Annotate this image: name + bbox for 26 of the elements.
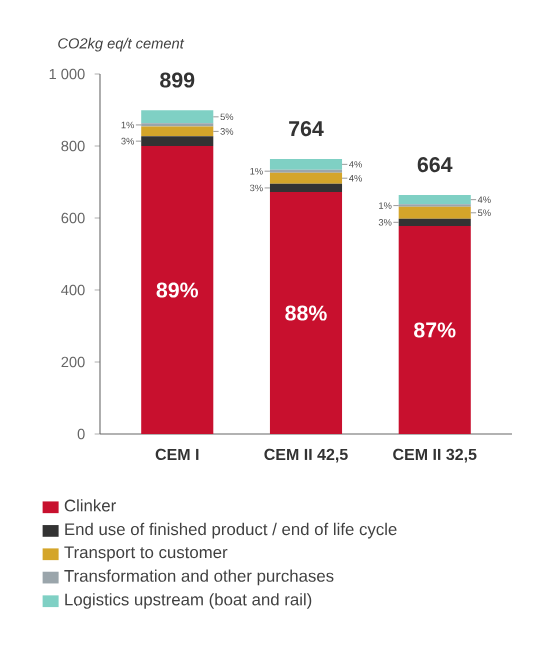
annotation: 87% xyxy=(414,322,456,338)
bar xyxy=(398,218,471,226)
legend-label: End use of finished product / end of life cycle xyxy=(65,522,397,539)
bar xyxy=(269,192,343,434)
legend-label: Logistics upstream (boat and rail) xyxy=(65,593,312,609)
bar xyxy=(141,110,214,124)
legend-label: Transformation and other purchases xyxy=(64,569,334,586)
bar xyxy=(141,126,214,137)
bar xyxy=(398,206,471,219)
total-label: 764 xyxy=(289,121,324,137)
bar xyxy=(269,183,343,193)
bar xyxy=(269,158,343,170)
bar xyxy=(141,136,214,146)
annotation: 89% xyxy=(156,282,199,298)
bar xyxy=(269,172,343,184)
annotation: 88% xyxy=(285,305,327,321)
x-tick-label: CEM II 42,5 xyxy=(264,448,348,463)
total-label: 664 xyxy=(417,157,453,173)
x-tick-label: CEM II 32,5 xyxy=(393,448,477,463)
total-label: 899 xyxy=(160,72,195,88)
legend-label: Clinker xyxy=(64,499,116,512)
bar xyxy=(398,194,471,205)
x-tick-label: CEM I xyxy=(155,448,199,461)
legend-label: Transport to customer xyxy=(64,546,228,562)
bar xyxy=(141,146,214,434)
bar xyxy=(398,225,471,434)
